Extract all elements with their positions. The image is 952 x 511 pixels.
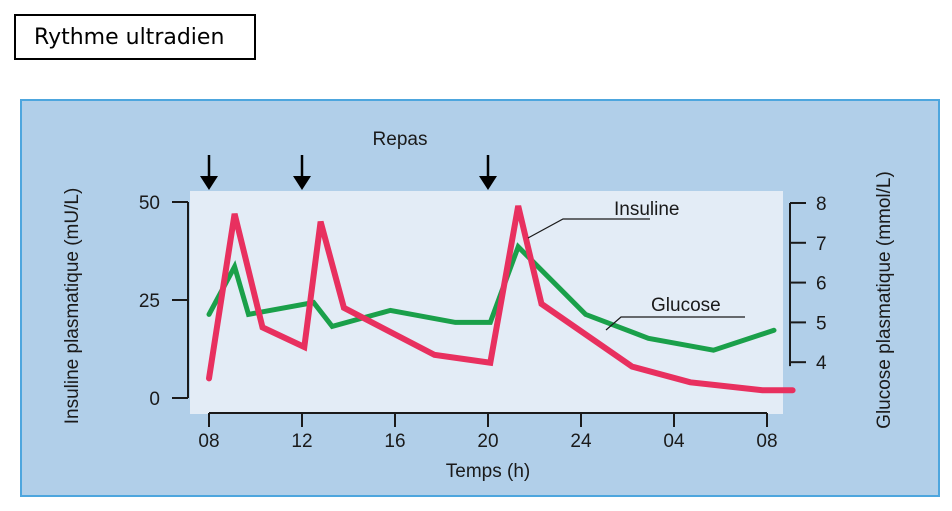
y-right-tick-label: 8 [816,194,827,215]
meal-annotation-label: Repas [373,129,428,150]
insuline-leader-line [527,218,650,239]
series-line-insuline [206,205,796,394]
x-tick-label: 08 [756,431,777,452]
meal-arrow-head [293,176,311,190]
x-tick-label: 16 [384,431,405,452]
y-right-tick-label: 4 [816,353,827,374]
y-left-tick-label: 0 [149,389,160,410]
x-tick-label: 04 [663,431,685,452]
plot-area [190,191,783,414]
x-tick-label: 20 [477,431,498,452]
x-tick-label: 08 [198,431,219,452]
meal-arrow-head [479,176,497,190]
y-right-tick-label: 6 [816,274,827,295]
y-right-axis-label: Glucose plasmatique (mmol/L) [874,171,895,429]
series-label-insuline: Insuline [614,199,680,220]
meal-arrow-head [200,176,218,190]
y-right-tick-label: 7 [816,234,827,255]
series-label-glucose: Glucose [651,295,721,316]
glucose-leader-line [605,316,745,331]
x-axis-label: Temps (h) [446,461,530,482]
x-tick-label: 24 [570,431,592,452]
y-left-tick-label: 25 [139,291,160,312]
chart-title: Rythme ultradien [34,24,225,50]
y-left-tick-label: 50 [139,193,160,214]
chart-title-box: Rythme ultradien [14,14,256,60]
x-tick-label: 12 [291,431,312,452]
y-right-tick-label: 5 [816,313,827,334]
y-left-axis-label: Insuline plasmatique (mU/L) [62,188,83,425]
